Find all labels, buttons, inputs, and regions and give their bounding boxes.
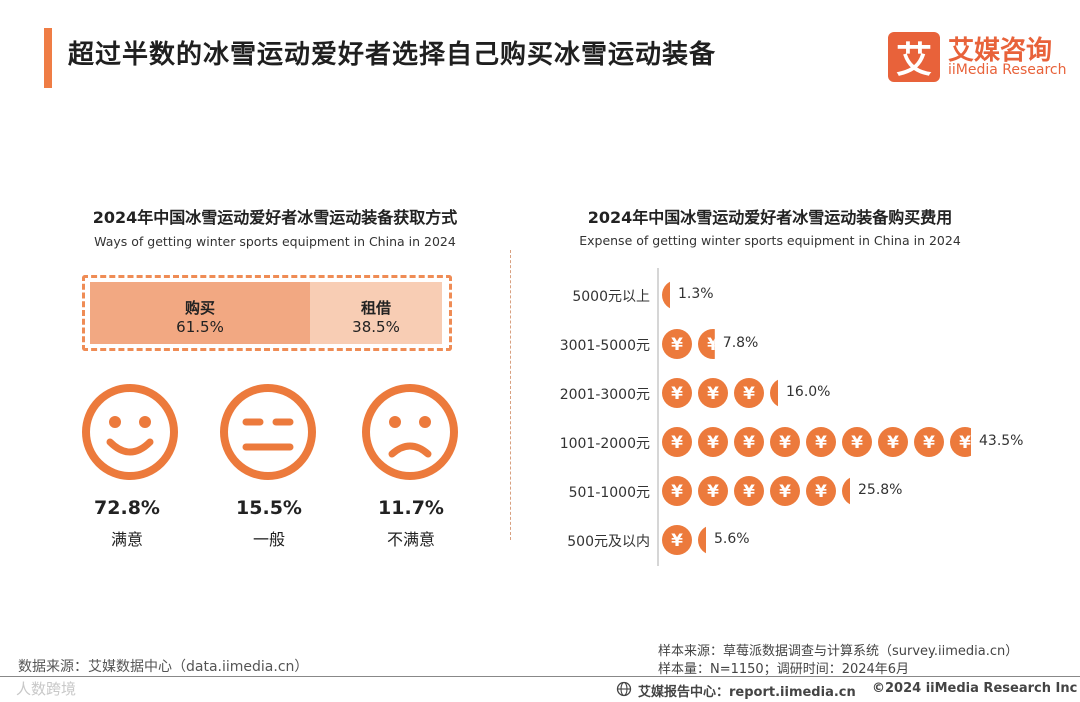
yuan-symbol: ¥ (707, 482, 719, 502)
yuan-coin-icon (662, 281, 670, 309)
satisfied-label: 满意 (110, 530, 143, 549)
yuan-symbol: ¥ (959, 433, 971, 453)
yuan-coin-icon (734, 476, 764, 506)
value-label: 43.5% (979, 433, 1024, 449)
data-source-left: 数据来源：艾媒数据中心（data.iimedia.cn） (18, 659, 309, 675)
category-label: 500元及以内 (567, 534, 650, 550)
value-label: 5.6% (714, 531, 750, 547)
right-chart-subtitle: Expense of getting winter sports equipme… (579, 233, 961, 248)
segment-buy: 购买 61.5% (90, 282, 310, 344)
yuan-coin-icon (662, 427, 692, 457)
yuan-symbol: ¥ (671, 531, 683, 551)
yuan-coin-icon (842, 427, 872, 457)
yuan-coin-icon (806, 476, 836, 506)
chart-divider (510, 250, 511, 540)
expense-bar: ¥¥¥¥¥¥ (662, 476, 850, 506)
smile-face-icon (82, 384, 178, 480)
left-chart-title: 2024年中国冰雪运动爱好者冰雪运动装备获取方式 (92, 208, 458, 227)
expense-bar: ¥¥ (662, 329, 715, 359)
expense-bar: ¥ ¥ ¥ ¥ ¥ ¥ ¥ ¥ ¥ (662, 427, 971, 457)
yuan-coin-icon (770, 379, 778, 407)
yuan-coin-icon (698, 476, 728, 506)
yuan-symbol: ¥ (707, 384, 719, 404)
watermark: 人数跨境 (16, 680, 77, 698)
yuan-symbol: ¥ (671, 384, 683, 404)
yuan-coin-icon (698, 329, 715, 359)
logo-mark: 艾 (888, 32, 940, 82)
yuan-symbol: ¥ (851, 433, 863, 453)
unsatisfied-label: 不满意 (386, 530, 435, 549)
yuan-coin-icon (662, 378, 692, 408)
category-label: 5000元以上 (572, 289, 650, 305)
yuan-coin-icon (734, 427, 764, 457)
segment-rent: 租借 38.5% (310, 282, 442, 344)
neutral-face-icon (220, 384, 316, 480)
copyright: ©2024 iiMedia Research Inc (872, 681, 1078, 696)
value-label: 7.8% (722, 335, 759, 351)
sad-face-icon (362, 384, 458, 480)
segment-rent-label: 租借 (360, 299, 391, 317)
report-center-link[interactable]: 艾媒报告中心：report.iimedia.cn (638, 685, 856, 700)
logo-text-en: iiMedia Research (948, 62, 1067, 78)
yuan-coin-icon (734, 378, 764, 408)
expense-bar: ¥¥¥¥ (662, 378, 778, 408)
yuan-symbol: ¥ (887, 433, 899, 453)
yuan-symbol: ¥ (779, 433, 791, 453)
satisfied-value: 72.8% (94, 497, 160, 519)
yuan-symbol: ¥ (815, 433, 827, 453)
yuan-coin-icon (662, 329, 692, 359)
value-label: 16.0% (786, 384, 831, 400)
yuan-symbol: ¥ (779, 482, 791, 502)
yuan-coin-icon (662, 476, 692, 506)
segment-rent-value: 38.5% (352, 318, 400, 336)
category-label: 2001-3000元 (559, 387, 650, 403)
acquisition-highlight-box (82, 275, 452, 351)
yuan-coin-icon (878, 427, 908, 457)
logo-text-cn: 艾媒咨询 (948, 36, 1053, 66)
yuan-symbol: ¥ (743, 433, 755, 453)
y-axis-line (657, 268, 659, 566)
yuan-coin-icon (770, 476, 800, 506)
right-chart-title: 2024年中国冰雪运动爱好者冰雪运动装备购买费用 (587, 208, 953, 227)
yuan-coin-icon (698, 378, 728, 408)
neutral-label: 一般 (252, 530, 285, 549)
category-label: 3001-5000元 (559, 338, 650, 354)
value-label: 1.3% (678, 286, 714, 302)
segment-buy-label: 购买 (184, 299, 215, 317)
yuan-symbol: ¥ (671, 482, 683, 502)
yuan-symbol: ¥ (815, 482, 827, 502)
yuan-coin-icon (950, 427, 971, 457)
left-chart-subtitle: Ways of getting winter sports equipment … (94, 234, 456, 249)
yuan-symbol: ¥ (671, 335, 683, 355)
value-label: 25.8% (858, 482, 903, 498)
category-label: 501-1000元 (568, 485, 650, 501)
sample-size: 样本量：N=1150；调研时间：2024年6月 (658, 662, 910, 677)
yuan-coin-icon (914, 427, 944, 457)
yuan-coin-icon (842, 477, 850, 505)
neutral-value: 15.5% (236, 497, 302, 519)
yuan-symbol: ¥ (671, 433, 683, 453)
sample-source: 样本来源：草莓派数据调查与计算系统（survey.iimedia.cn） (658, 644, 1019, 659)
yuan-coin-icon (698, 526, 706, 554)
title-accent-bar (44, 28, 52, 88)
expense-bar: ¥ (662, 281, 670, 309)
yuan-coin-icon (770, 427, 800, 457)
yuan-symbol: ¥ (707, 433, 719, 453)
expense-bar: ¥¥ (662, 525, 706, 555)
yuan-coin-icon (698, 427, 728, 457)
yuan-coin-icon (662, 525, 692, 555)
yuan-symbol: ¥ (707, 335, 715, 355)
segment-buy-value: 61.5% (176, 318, 224, 336)
yuan-symbol: ¥ (743, 482, 755, 502)
globe-icon (616, 681, 632, 697)
yuan-symbol: ¥ (923, 433, 935, 453)
unsatisfied-value: 11.7% (378, 497, 444, 519)
yuan-symbol: ¥ (743, 384, 755, 404)
footer-divider (0, 676, 1080, 677)
category-label: 1001-2000元 (559, 436, 650, 452)
yuan-coin-icon (806, 427, 836, 457)
page-title: 超过半数的冰雪运动爱好者选择自己购买冰雪运动装备 (68, 40, 717, 70)
